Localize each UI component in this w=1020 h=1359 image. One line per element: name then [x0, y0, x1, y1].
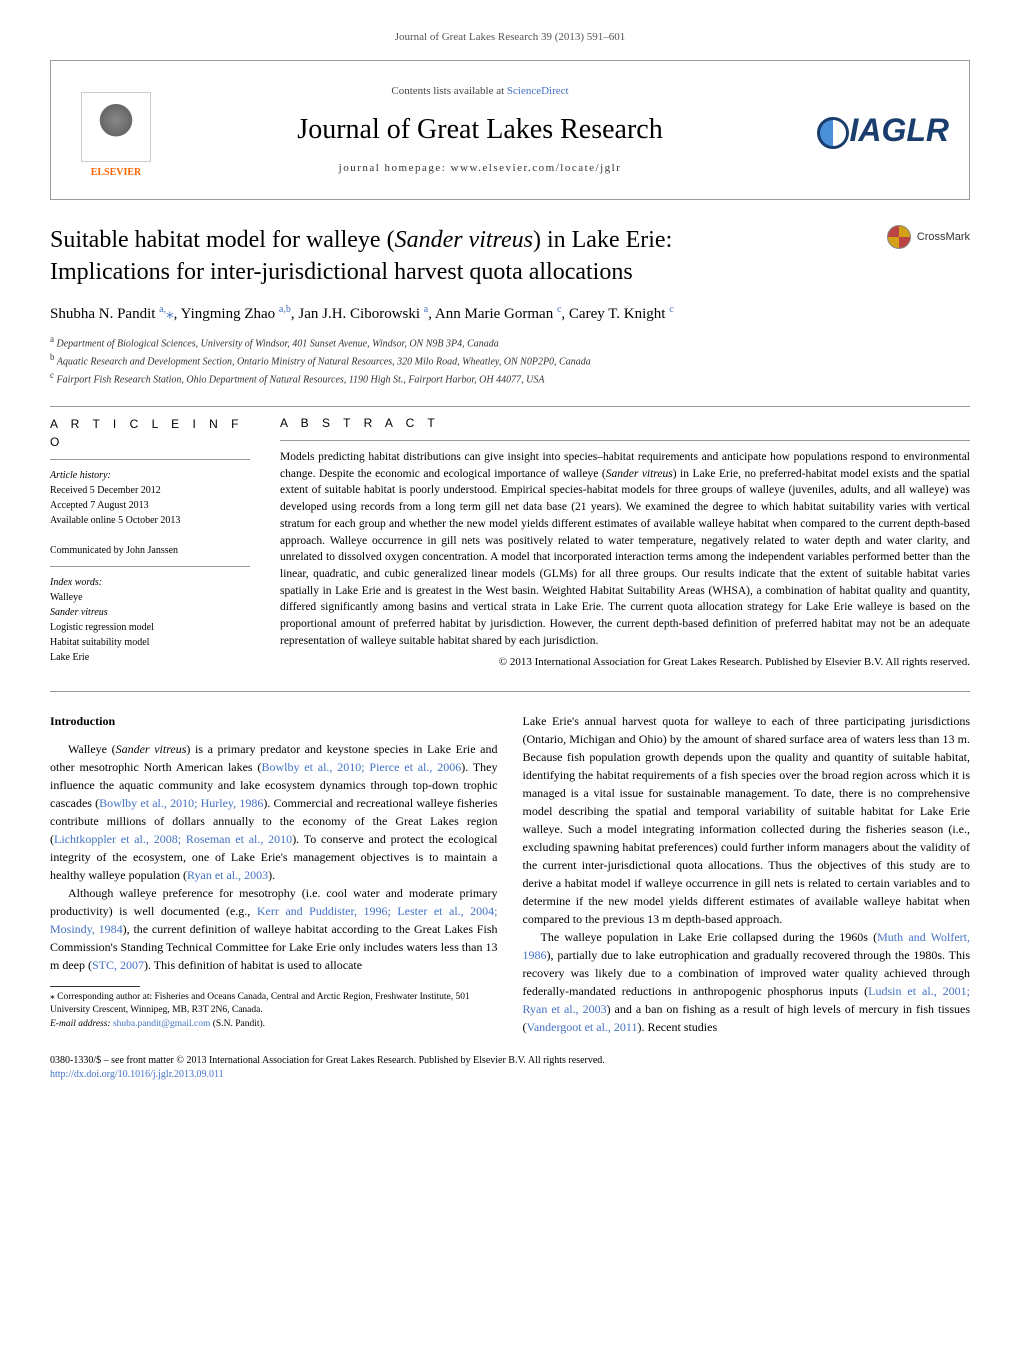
communicated-by: Communicated by John Janssen	[50, 543, 250, 558]
title-part1: Suitable habitat model for walleye (	[50, 227, 395, 253]
rule-before-abstract	[50, 406, 970, 407]
affiliation-b: b Aquatic Research and Development Secti…	[50, 351, 970, 369]
header-center: Contents lists available at ScienceDirec…	[161, 84, 799, 176]
intro-para-1: Walleye (Sander vitreus) is a primary pr…	[50, 740, 498, 884]
keyword-0: Walleye	[50, 590, 250, 605]
email-link[interactable]: shuba.pandit@gmail.com	[113, 1019, 210, 1029]
crossmark-badge[interactable]: CrossMark	[887, 225, 970, 249]
doi-link[interactable]: http://dx.doi.org/10.1016/j.jglr.2013.09…	[50, 1069, 224, 1080]
received-date: Received 5 December 2012	[50, 483, 250, 498]
keyword-2: Logistic regression model	[50, 620, 250, 635]
article-title: Suitable habitat model for walleye (Sand…	[50, 225, 887, 287]
title-part2: Implications for inter-jurisdictional ha…	[50, 259, 633, 285]
affiliations: a Department of Biological Sciences, Uni…	[50, 333, 970, 388]
left-column: Introduction Walleye (Sander vitreus) is…	[50, 712, 498, 1036]
info-abstract-row: A R T I C L E I N F O Article history: R…	[50, 415, 970, 671]
rule-abstract	[280, 440, 970, 441]
title-part1-end: ) in Lake Erie:	[533, 227, 672, 253]
introduction-heading: Introduction	[50, 712, 498, 730]
history-label: Article history:	[50, 468, 250, 483]
rule-info-2	[50, 566, 250, 567]
footnote-email-line: E-mail address: shuba.pandit@gmail.com (…	[50, 1018, 498, 1031]
intro-para-3: Lake Erie's annual harvest quota for wal…	[523, 712, 971, 928]
iaglr-logo: IAGLR	[799, 108, 949, 153]
rule-info-1	[50, 459, 250, 460]
journal-reference: Journal of Great Lakes Research 39 (2013…	[50, 30, 970, 45]
journal-header-box: ELSEVIER Contents lists available at Sci…	[50, 60, 970, 200]
crossmark-label: CrossMark	[917, 230, 970, 245]
front-matter-line: 0380-1330/$ – see front matter © 2013 In…	[50, 1054, 970, 1068]
elsevier-tree-icon	[81, 92, 151, 162]
journal-homepage: journal homepage: www.elsevier.com/locat…	[161, 161, 799, 176]
email-label: E-mail address:	[50, 1019, 113, 1029]
iaglr-circle-icon	[817, 117, 849, 149]
abstract-copyright: © 2013 International Association for Gre…	[280, 655, 970, 671]
rule-after-abstract	[50, 691, 970, 692]
keyword-3: Habitat suitability model	[50, 635, 250, 650]
online-date: Available online 5 October 2013	[50, 513, 250, 528]
elsevier-logo: ELSEVIER	[71, 80, 161, 180]
intro-para-4: The walleye population in Lake Erie coll…	[523, 928, 971, 1036]
authors-line: Shubha N. Pandit a,⁎, Yingming Zhao a,b,…	[50, 303, 970, 325]
abstract-heading: A B S T R A C T	[280, 415, 970, 432]
affiliation-a: a Department of Biological Sciences, Uni…	[50, 333, 970, 351]
article-info-heading: A R T I C L E I N F O	[50, 415, 250, 451]
intro-para-2: Although walleye preference for mesotrop…	[50, 884, 498, 974]
title-species: Sander vitreus	[395, 227, 533, 253]
affiliation-c: c Fairport Fish Research Station, Ohio D…	[50, 369, 970, 387]
article-info-column: A R T I C L E I N F O Article history: R…	[50, 415, 250, 671]
accepted-date: Accepted 7 August 2013	[50, 498, 250, 513]
abstract-body: Models predicting habitat distributions …	[280, 449, 970, 649]
keyword-1: Sander vitreus	[50, 605, 250, 620]
abstract-column: A B S T R A C T Models predicting habita…	[280, 415, 970, 671]
footnote-corresponding: ⁎ Corresponding author at: Fisheries and…	[50, 991, 498, 1018]
main-body-columns: Introduction Walleye (Sander vitreus) is…	[50, 712, 970, 1036]
email-suffix: (S.N. Pandit).	[210, 1019, 265, 1029]
bottom-matter: 0380-1330/$ – see front matter © 2013 In…	[50, 1054, 970, 1082]
sciencedirect-link[interactable]: ScienceDirect	[507, 85, 569, 97]
iaglr-label: IAGLR	[849, 112, 949, 148]
right-column: Lake Erie's annual harvest quota for wal…	[523, 712, 971, 1036]
keyword-4: Lake Erie	[50, 650, 250, 665]
journal-title: Journal of Great Lakes Research	[161, 110, 799, 149]
contents-line: Contents lists available at ScienceDirec…	[161, 84, 799, 99]
footnote-rule	[50, 986, 140, 987]
index-words-label: Index words:	[50, 575, 250, 590]
elsevier-label: ELSEVIER	[91, 166, 142, 180]
crossmark-icon	[887, 225, 911, 249]
contents-prefix: Contents lists available at	[391, 85, 506, 97]
corresponding-author-footnote: ⁎ Corresponding author at: Fisheries and…	[50, 991, 498, 1031]
title-row: Suitable habitat model for walleye (Sand…	[50, 225, 970, 287]
